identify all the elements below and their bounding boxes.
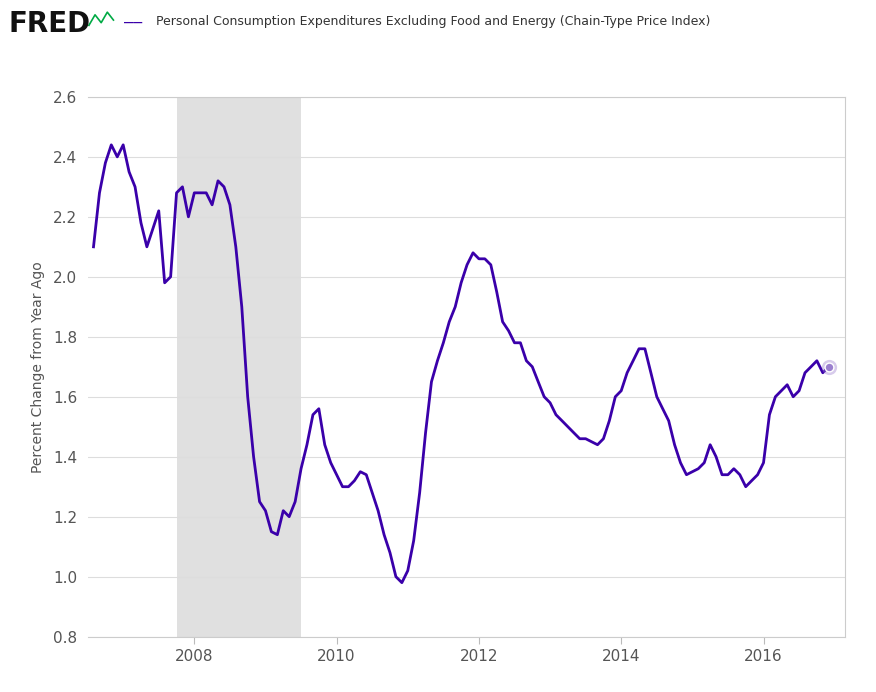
Point	[822, 361, 836, 372]
Text: Personal Consumption Expenditures Excluding Food and Energy (Chain-Type Price In: Personal Consumption Expenditures Exclud…	[156, 15, 710, 28]
Y-axis label: Percent Change from Year Ago: Percent Change from Year Ago	[31, 261, 45, 473]
Point	[822, 361, 836, 372]
Bar	[177, 97, 301, 637]
Text: FRED: FRED	[9, 10, 91, 38]
Text: ——: ——	[124, 15, 143, 30]
